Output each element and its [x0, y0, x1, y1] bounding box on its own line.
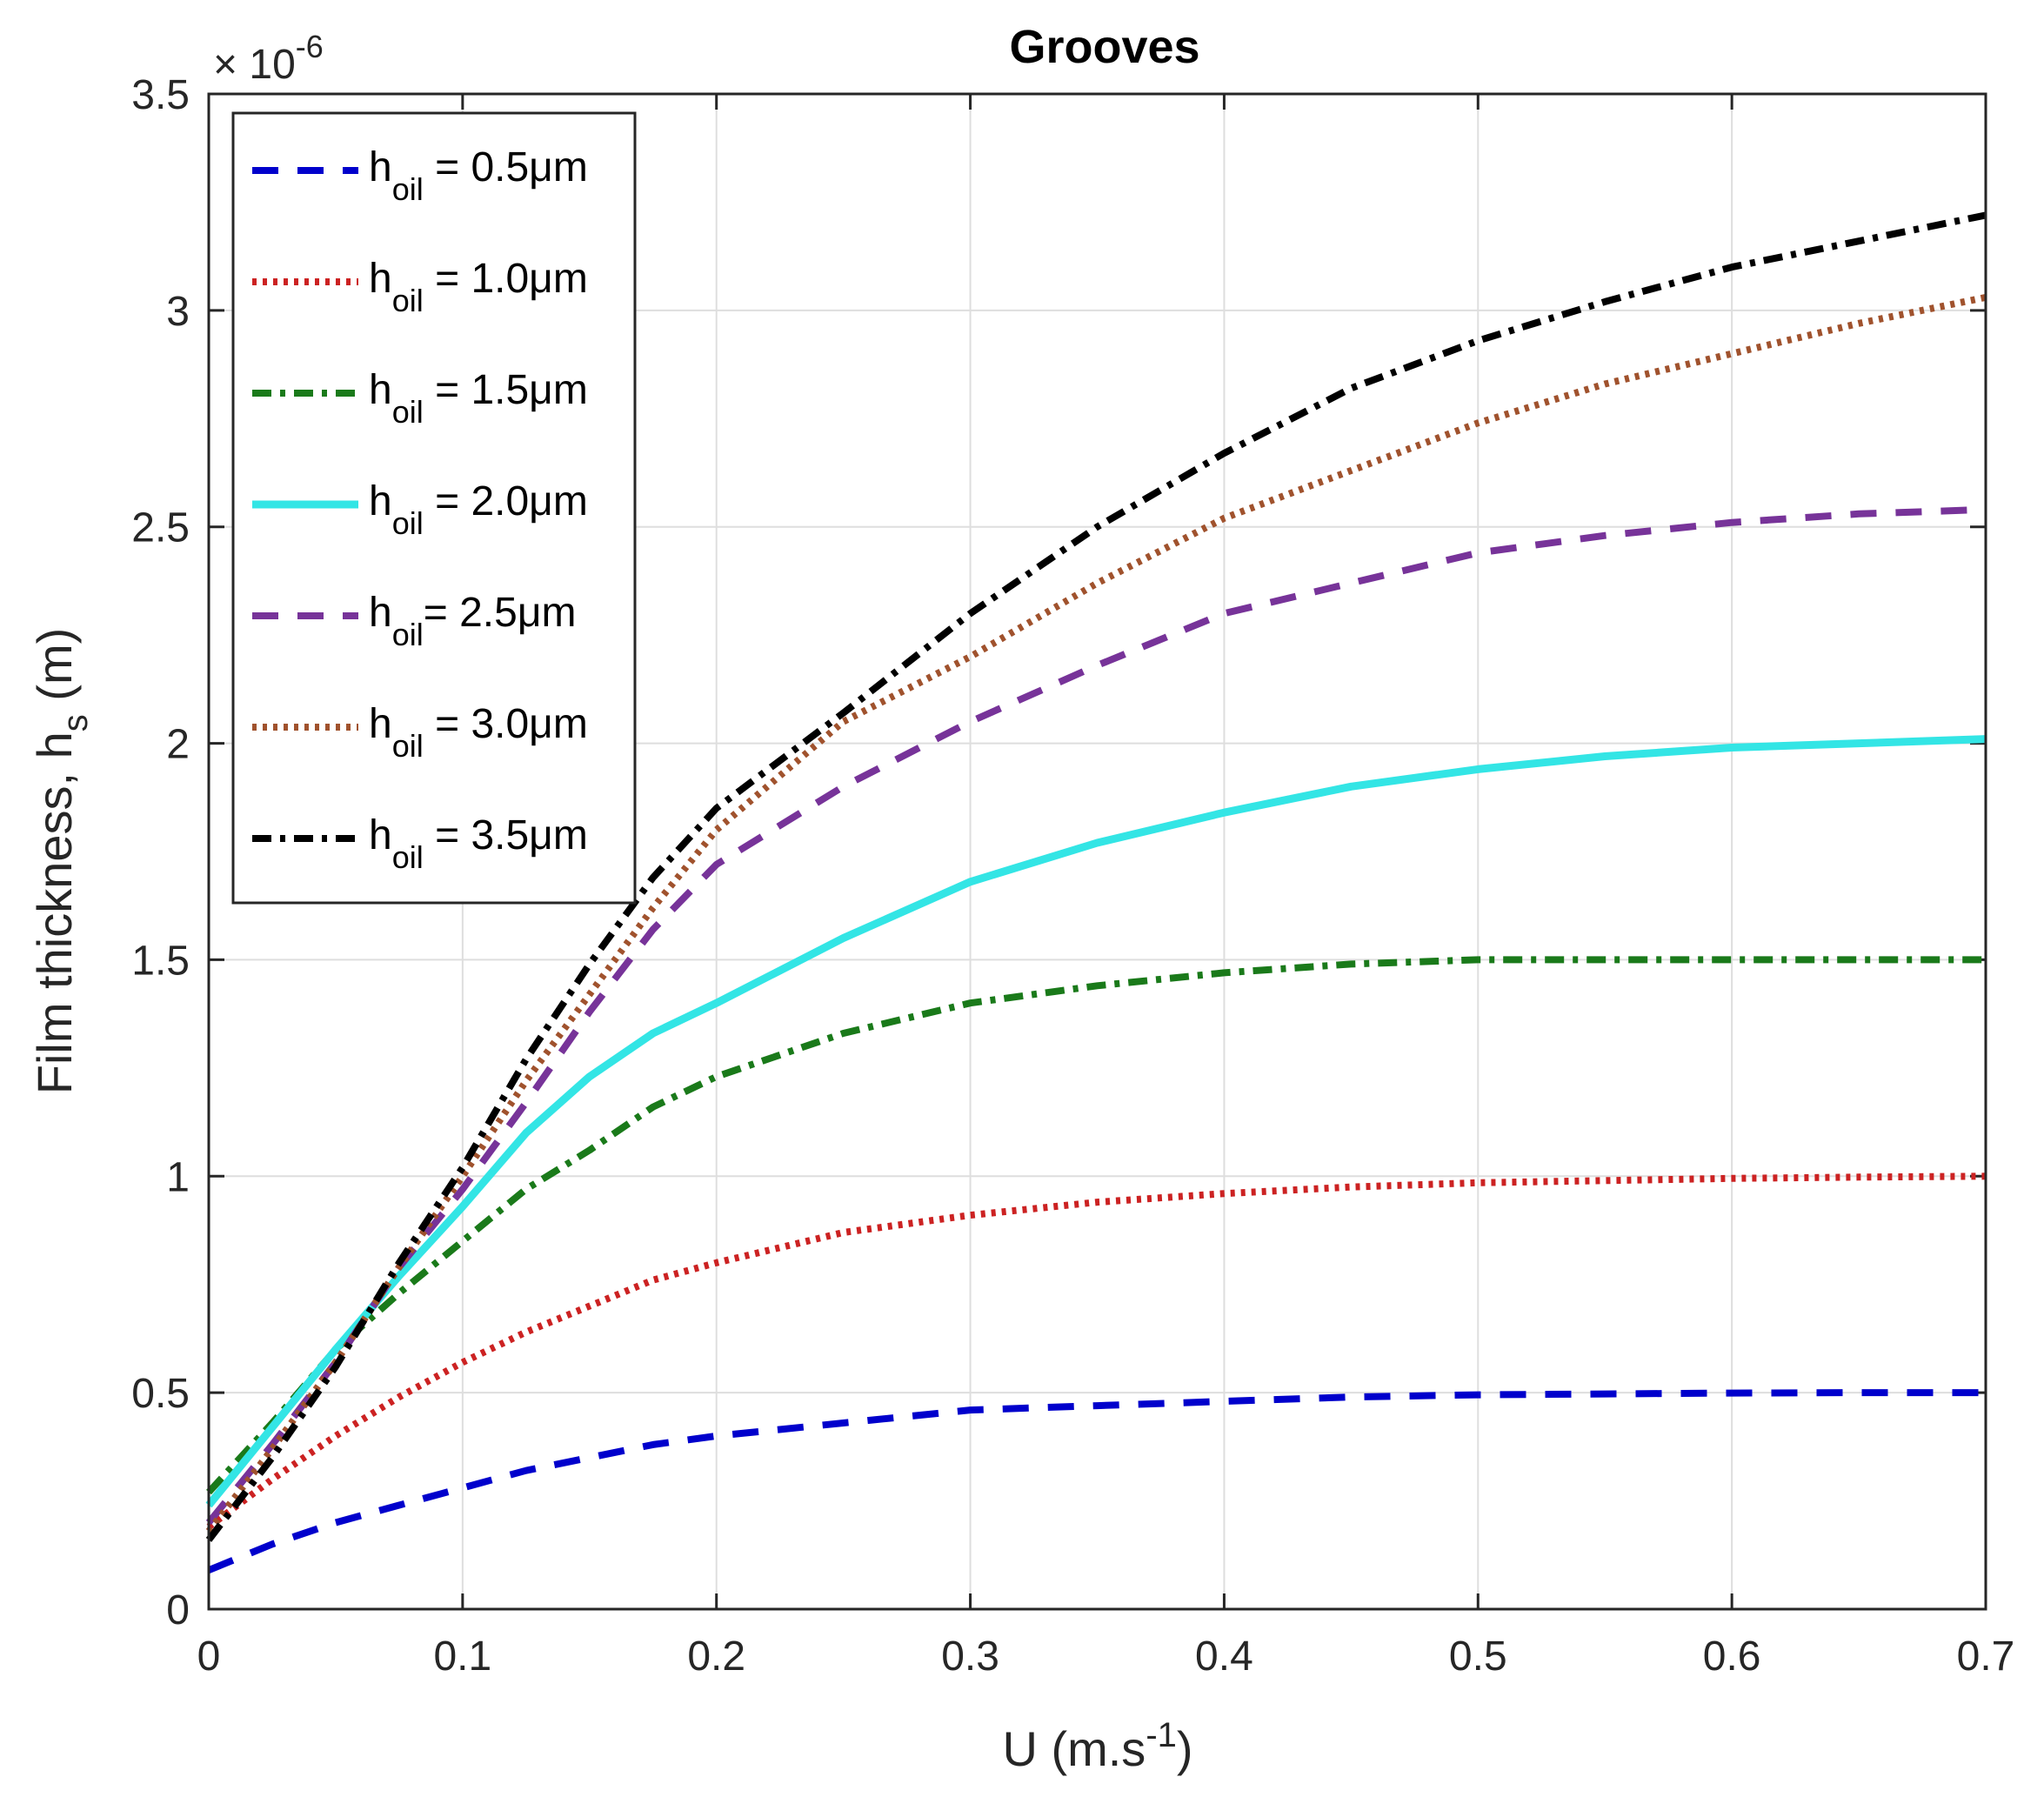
x-tick-label: 0.7: [1957, 1633, 2015, 1680]
y-tick-label: 3: [166, 289, 190, 335]
y-exponent-prefix: × 10: [213, 42, 296, 88]
legend-label-main: h: [369, 590, 392, 636]
x-tick-label: 0.1: [433, 1633, 491, 1680]
series-line-7: [205, 211, 1987, 1542]
y-axis-label-main: Film thickness, h: [27, 731, 82, 1094]
y-axis-label-sub: s: [57, 714, 95, 731]
legend-label-main: h: [369, 144, 392, 190]
legend-label-sub: oil: [392, 394, 424, 430]
legend-label-sub: oil: [392, 171, 424, 207]
legend-label-7: hoil = 3.5μm: [369, 812, 588, 875]
x-tick-label: 0.3: [941, 1633, 999, 1680]
legend-label-sub: oil: [392, 728, 424, 764]
legend-label-2: hoil = 1.0μm: [369, 256, 588, 318]
series-line-3: [206, 956, 1986, 1495]
legend-label-3: hoil = 1.5μm: [369, 367, 588, 430]
y-tick-label: 2: [166, 722, 190, 768]
x-axis-label-sup: -1: [1146, 1716, 1177, 1754]
series-line-1: [207, 1389, 1986, 1573]
chart-title: Grooves: [1009, 21, 1199, 73]
y-tick-label: 1: [166, 1154, 190, 1200]
x-axis-label-end: ): [1177, 1721, 1193, 1776]
legend-label-4: hoil = 2.0μm: [369, 478, 588, 541]
x-tick-label: 0.4: [1195, 1633, 1253, 1680]
legend-label-rest: = 3.5μm: [424, 812, 588, 858]
legend-label-main: h: [369, 256, 392, 302]
x-tick-label: 0.5: [1449, 1633, 1507, 1680]
legend-label-5: hoil= 2.5μm: [369, 590, 576, 652]
series-line-6: [205, 293, 1987, 1533]
x-tick-label: 0.2: [687, 1633, 745, 1680]
legend-label-sub: oil: [392, 839, 424, 875]
legend-label-rest: = 1.0μm: [424, 256, 588, 302]
y-axis-label: Film thickness, hs (m): [27, 628, 95, 1095]
x-axis-label: U (m.s-1): [1002, 1716, 1192, 1776]
legend-label-rest: = 2.0μm: [424, 478, 588, 524]
legend-label-rest: = 2.5μm: [424, 590, 577, 636]
legend-label-6: hoil = 3.0μm: [369, 701, 588, 764]
legend-label-rest: = 1.5μm: [424, 367, 588, 413]
y-tick-label: 3.5: [131, 72, 190, 118]
series-line-2: [206, 1172, 1987, 1530]
legend-label-main: h: [369, 478, 392, 524]
y-tick-label: 1.5: [131, 938, 190, 984]
plot-frame: [207, 92, 1987, 1611]
x-axis-label-main: U (m.s: [1002, 1721, 1146, 1776]
y-ticks: 0 0.5 1 1.5 2 2.5 3 3.5: [131, 72, 1986, 1633]
y-tick-label: 2.5: [131, 505, 190, 551]
y-tick-label: 0.5: [131, 1371, 190, 1417]
legend-label-rest: = 0.5μm: [424, 144, 588, 190]
legend-label-1: hoil = 0.5μm: [369, 144, 588, 207]
x-tick-label: 0: [197, 1633, 221, 1680]
legend-label-sub: oil: [392, 617, 424, 652]
x-tick-label: 0.6: [1703, 1633, 1761, 1680]
y-exponent-power: -6: [296, 29, 324, 64]
y-axis-label-end: (m): [27, 628, 82, 715]
series-line-4: [205, 735, 1987, 1508]
legend-label-main: h: [369, 701, 392, 747]
legend-label-main: h: [369, 812, 392, 858]
series-layer: [205, 211, 1987, 1573]
legend-label-sub: oil: [392, 283, 424, 318]
legend-label-main: h: [369, 367, 392, 413]
y-tick-label: 0: [166, 1587, 190, 1633]
legend-label-rest: = 3.0μm: [424, 701, 588, 747]
legend-label-sub: oil: [392, 505, 424, 541]
y-exponent: × 10-6: [213, 29, 324, 88]
